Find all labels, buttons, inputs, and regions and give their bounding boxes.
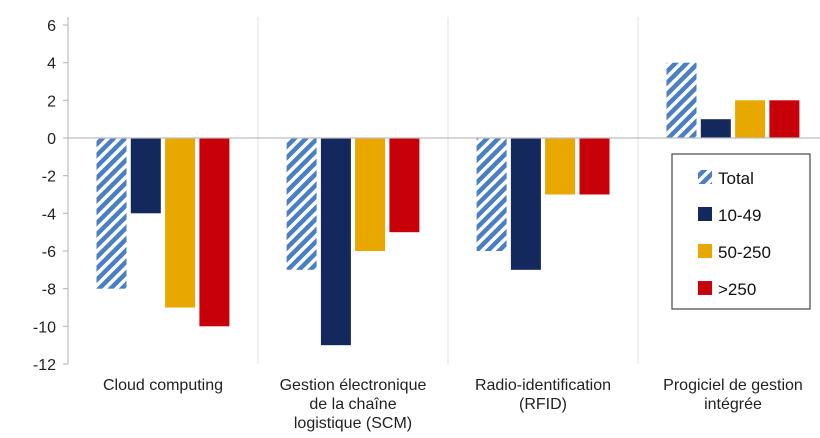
bar bbox=[700, 119, 731, 138]
category-label: Progiciel de gestion bbox=[663, 377, 803, 394]
y-tick-label: 0 bbox=[47, 131, 56, 148]
category-label: Gestion électronique bbox=[280, 377, 427, 394]
bar bbox=[545, 138, 576, 195]
legend-swatch bbox=[698, 281, 712, 295]
bar bbox=[510, 138, 541, 270]
bar bbox=[476, 138, 507, 251]
category-label: intégrée bbox=[704, 396, 762, 413]
legend: Total 10-49 50-250 >250 bbox=[671, 153, 811, 310]
y-tick-label: -8 bbox=[42, 282, 56, 299]
y-tick-label: -2 bbox=[42, 169, 56, 186]
bar bbox=[389, 138, 420, 233]
bar bbox=[320, 138, 351, 346]
y-tick-label: 6 bbox=[47, 18, 56, 35]
bar bbox=[165, 138, 196, 308]
legend-label: Total bbox=[718, 169, 754, 188]
bars bbox=[96, 62, 800, 346]
y-tick-label: -4 bbox=[42, 206, 56, 223]
category-label: de la chaîne bbox=[309, 396, 396, 413]
bar bbox=[96, 138, 127, 289]
grid bbox=[257, 17, 639, 364]
y-tick-label: -6 bbox=[42, 244, 56, 261]
category-label: Cloud computing bbox=[103, 377, 223, 394]
legend-swatch bbox=[698, 244, 712, 258]
legend-swatch bbox=[698, 170, 712, 184]
category-label: logistique (SCM) bbox=[294, 415, 412, 432]
bar bbox=[579, 138, 610, 195]
bar bbox=[666, 62, 697, 139]
category-label: Radio-identification bbox=[475, 377, 611, 394]
bar bbox=[355, 138, 386, 251]
legend-label: >250 bbox=[718, 280, 756, 299]
y-tick-label: -12 bbox=[33, 357, 56, 374]
legend-box bbox=[671, 153, 811, 310]
legend-swatch bbox=[698, 207, 712, 221]
axes: 6 4 2 0 -2 -4 -6 -8 -10 -12 Cloud computing Gestion… bbox=[33, 17, 820, 432]
category-label: (RFID) bbox=[519, 396, 567, 413]
legend-label: 10-49 bbox=[718, 206, 761, 225]
bar bbox=[199, 138, 230, 327]
bar bbox=[286, 138, 317, 270]
bar bbox=[130, 138, 161, 214]
bar bbox=[769, 100, 800, 138]
bar bbox=[735, 100, 766, 138]
y-tick-label: 2 bbox=[47, 93, 56, 110]
y-tick-label: -10 bbox=[33, 319, 56, 336]
legend-label: 50-250 bbox=[718, 243, 771, 262]
y-tick-label: 4 bbox=[47, 56, 56, 73]
